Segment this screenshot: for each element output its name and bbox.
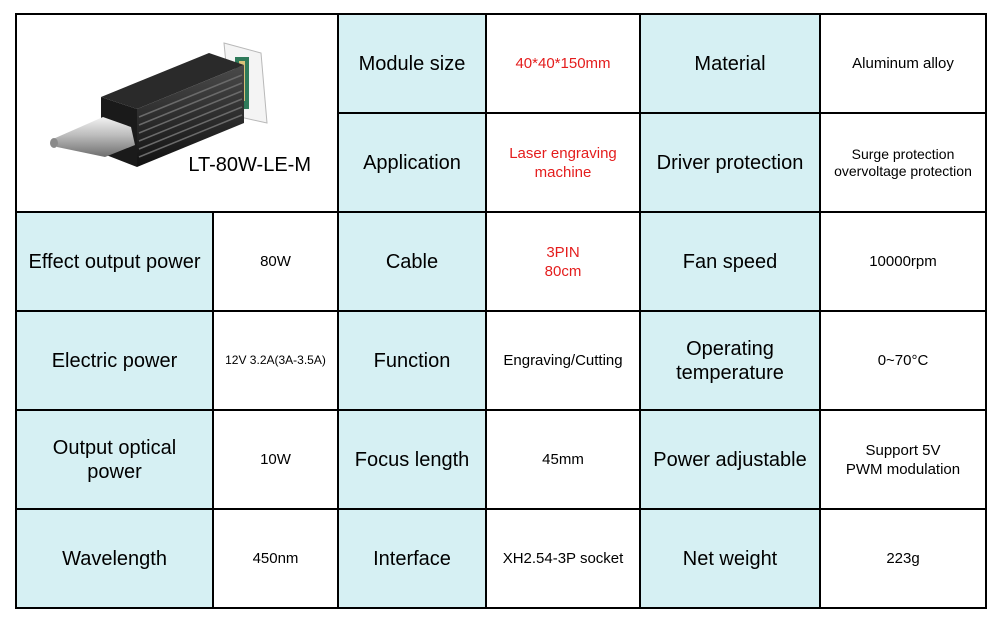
spec-label: Power adjustable (639, 409, 821, 510)
spec-value: 40*40*150mm (485, 13, 641, 114)
laser-module-image (50, 42, 268, 167)
spec-row: Electric power 12V 3.2A(3A-3.5A) Functio… (15, 310, 987, 411)
spec-label: Module size (337, 13, 487, 114)
spec-value: Engraving/Cutting (485, 310, 641, 411)
spec-row: LT-80W-LE-M Module size 40*40*150mm Mate… (15, 13, 987, 213)
spec-label: Effect output power (15, 211, 214, 312)
spec-label: Fan speed (639, 211, 821, 312)
spec-label: Focus length (337, 409, 487, 510)
spec-value: 45mm (485, 409, 641, 510)
spec-value: 0~70°C (819, 310, 987, 411)
spec-value: 10000rpm (819, 211, 987, 312)
spec-value: 10W (212, 409, 339, 510)
spec-label: Driver protection (639, 112, 821, 213)
spec-value: 450nm (212, 508, 339, 609)
spec-label: Wavelength (15, 508, 214, 609)
spec-label: Net weight (639, 508, 821, 609)
spec-row: Wavelength 450nm Interface XH2.54-3P soc… (15, 508, 987, 609)
spec-label: Interface (337, 508, 487, 609)
spec-label: Electric power (15, 310, 214, 411)
spec-value: Laser engraving machine (485, 112, 641, 213)
spec-value: 223g (819, 508, 987, 609)
spec-label: Application (337, 112, 487, 213)
spec-row: Application Laser engraving machine Drive… (16, 112, 987, 213)
spec-label: Output optical power (15, 409, 214, 510)
spec-value: XH2.54-3P socket (485, 508, 641, 609)
spec-label: Material (639, 13, 821, 114)
spec-value: 80W (212, 211, 339, 312)
spec-row: Output optical power 10W Focus length 45m… (15, 409, 987, 510)
spec-value: 12V 3.2A(3A-3.5A) (212, 310, 339, 411)
product-cell: LT-80W-LE-M (15, 13, 339, 213)
spec-value: Support 5V PWM modulation (819, 409, 987, 510)
spec-label: Function (337, 310, 487, 411)
spec-value: 3PIN 80cm (485, 211, 641, 312)
spec-label: Operating temperature (639, 310, 821, 411)
spec-value: Aluminum alloy (819, 13, 987, 114)
model-name: LT-80W-LE-M (188, 154, 311, 176)
spec-row: Effect output power 80W Cable 3PIN 80cm F… (15, 211, 987, 312)
spec-value: Surge protection overvoltage protection (819, 112, 987, 213)
spec-table: LT-80W-LE-M Module size 40*40*150mm Mate… (15, 13, 987, 609)
spec-label: Cable (337, 211, 487, 312)
